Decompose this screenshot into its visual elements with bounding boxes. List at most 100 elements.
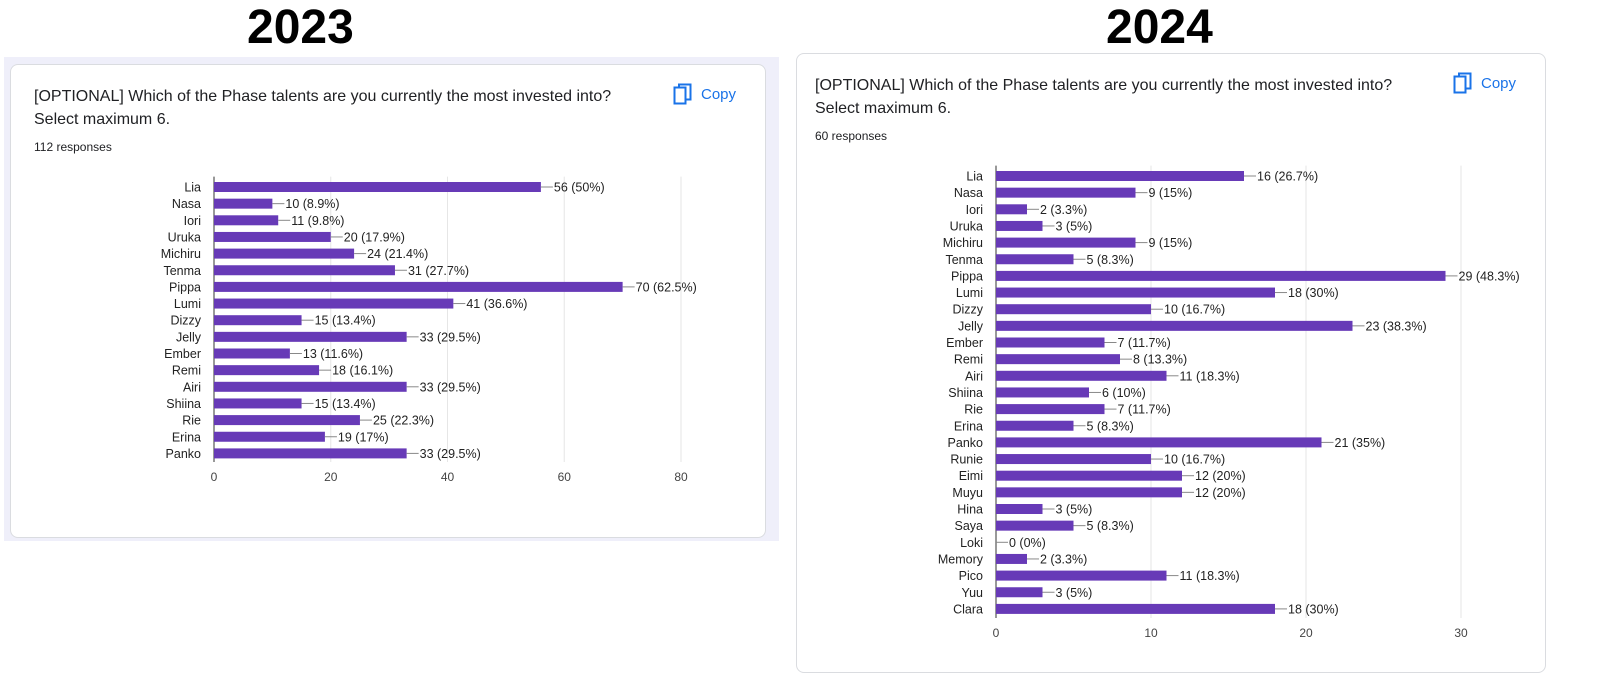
bar — [996, 304, 1151, 315]
copy-button[interactable]: Copy — [1453, 72, 1516, 94]
data-label: 25 (22.3%) — [373, 414, 434, 428]
question-line-1: [OPTIONAL] Which of the Phase talents ar… — [815, 77, 1393, 94]
data-label: 19 (17%) — [338, 430, 389, 444]
category-label: Runie — [950, 453, 983, 467]
data-label: 70 (62.5%) — [636, 280, 697, 294]
category-label: Rie — [182, 414, 201, 428]
bar — [996, 570, 1167, 581]
bar — [996, 387, 1089, 398]
category-label: Tenma — [163, 264, 201, 278]
category-label: Saya — [955, 519, 984, 533]
category-label: Loki — [960, 536, 983, 550]
x-tick-label: 80 — [674, 470, 688, 484]
category-label: Pico — [959, 569, 983, 583]
category-label: Ember — [164, 347, 201, 361]
bar — [996, 420, 1074, 431]
category-label: Airi — [965, 369, 983, 383]
category-label: Hina — [957, 503, 983, 517]
category-label: Nasa — [954, 186, 983, 200]
bar — [996, 404, 1105, 415]
data-label: 3 (5%) — [1056, 586, 1093, 600]
category-label: Remi — [954, 353, 983, 367]
category-label: Shiina — [166, 397, 201, 411]
bar — [214, 398, 302, 409]
category-label: Uruka — [168, 230, 201, 244]
x-tick-label: 30 — [1454, 626, 1468, 640]
bar — [996, 237, 1136, 248]
x-tick-label: 0 — [993, 626, 1000, 640]
bar — [996, 270, 1446, 281]
data-label: 33 (29.5%) — [420, 447, 481, 461]
bar — [996, 437, 1322, 448]
bar — [214, 198, 273, 209]
data-label: 5 (8.3%) — [1087, 419, 1134, 433]
category-label: Muyu — [952, 486, 983, 500]
data-label: 5 (8.3%) — [1087, 519, 1134, 533]
category-label: Erina — [172, 430, 201, 444]
category-label: Nasa — [172, 197, 201, 211]
data-label: 15 (13.4%) — [315, 397, 376, 411]
bar — [214, 231, 331, 242]
copy-button-label: Copy — [701, 85, 737, 103]
category-label: Iori — [184, 214, 201, 228]
bar — [214, 381, 407, 392]
category-label: Lia — [184, 181, 201, 195]
copy-icon — [1453, 72, 1472, 94]
bar — [214, 448, 407, 459]
x-tick-label: 60 — [558, 470, 572, 484]
category-label: Clara — [953, 602, 983, 616]
category-label: Yuu — [961, 586, 983, 600]
x-tick-label: 20 — [1299, 626, 1313, 640]
data-label: 7 (11.7%) — [1118, 336, 1171, 350]
question-line-2: Select maximum 6. — [815, 100, 952, 117]
category-label: Lumi — [956, 286, 983, 300]
data-label: 56 (50%) — [554, 181, 605, 195]
data-label: 18 (30%) — [1288, 602, 1339, 616]
category-label: Michiru — [161, 247, 201, 261]
data-label: 8 (13.3%) — [1133, 353, 1187, 367]
data-label: 3 (5%) — [1056, 503, 1093, 517]
bar — [996, 287, 1275, 298]
bar — [996, 171, 1244, 181]
data-label: 7 (11.7%) — [1118, 403, 1171, 417]
category-label: Michiru — [943, 236, 983, 250]
category-label: Uruka — [950, 219, 983, 233]
question-line-2: Select maximum 6. — [34, 111, 171, 128]
data-label: 5 (8.3%) — [1087, 253, 1134, 267]
copy-icon — [673, 83, 692, 105]
question-line-1: [OPTIONAL] Which of the Phase talents ar… — [34, 88, 612, 105]
question-title: [OPTIONAL] Which of the Phase talents ar… — [34, 85, 634, 131]
category-label: Iori — [966, 203, 983, 217]
bar — [214, 281, 623, 292]
copy-button[interactable]: Copy — [673, 83, 736, 105]
bar — [214, 431, 325, 442]
category-label: Jelly — [176, 330, 202, 344]
data-label: 15 (13.4%) — [315, 314, 376, 328]
category-label: Shiina — [948, 386, 983, 400]
data-label: 33 (29.5%) — [420, 380, 481, 394]
response-count: 112 responses — [34, 140, 112, 154]
data-label: 13 (11.6%) — [303, 347, 363, 361]
bar — [214, 215, 279, 226]
bar — [996, 370, 1167, 381]
bar — [214, 248, 355, 259]
bar — [996, 354, 1120, 365]
bar — [996, 204, 1027, 215]
data-label: 10 (16.7%) — [1164, 303, 1225, 317]
data-label: 6 (10%) — [1102, 386, 1146, 400]
bar — [996, 504, 1043, 514]
response-card-2024: [OPTIONAL] Which of the Phase talents ar… — [796, 53, 1546, 673]
data-label: 31 (27.7%) — [408, 264, 469, 278]
data-label: 0 (0%) — [1009, 536, 1046, 550]
data-label: 10 (16.7%) — [1164, 453, 1225, 467]
category-label: Lumi — [174, 297, 201, 311]
data-label: 16 (26.7%) — [1257, 170, 1318, 184]
data-label: 11 (18.3%) — [1180, 369, 1240, 383]
bar — [214, 365, 320, 376]
bar — [996, 553, 1027, 564]
bar — [214, 315, 302, 326]
data-label: 41 (36.6%) — [466, 297, 527, 311]
bar — [996, 187, 1136, 198]
